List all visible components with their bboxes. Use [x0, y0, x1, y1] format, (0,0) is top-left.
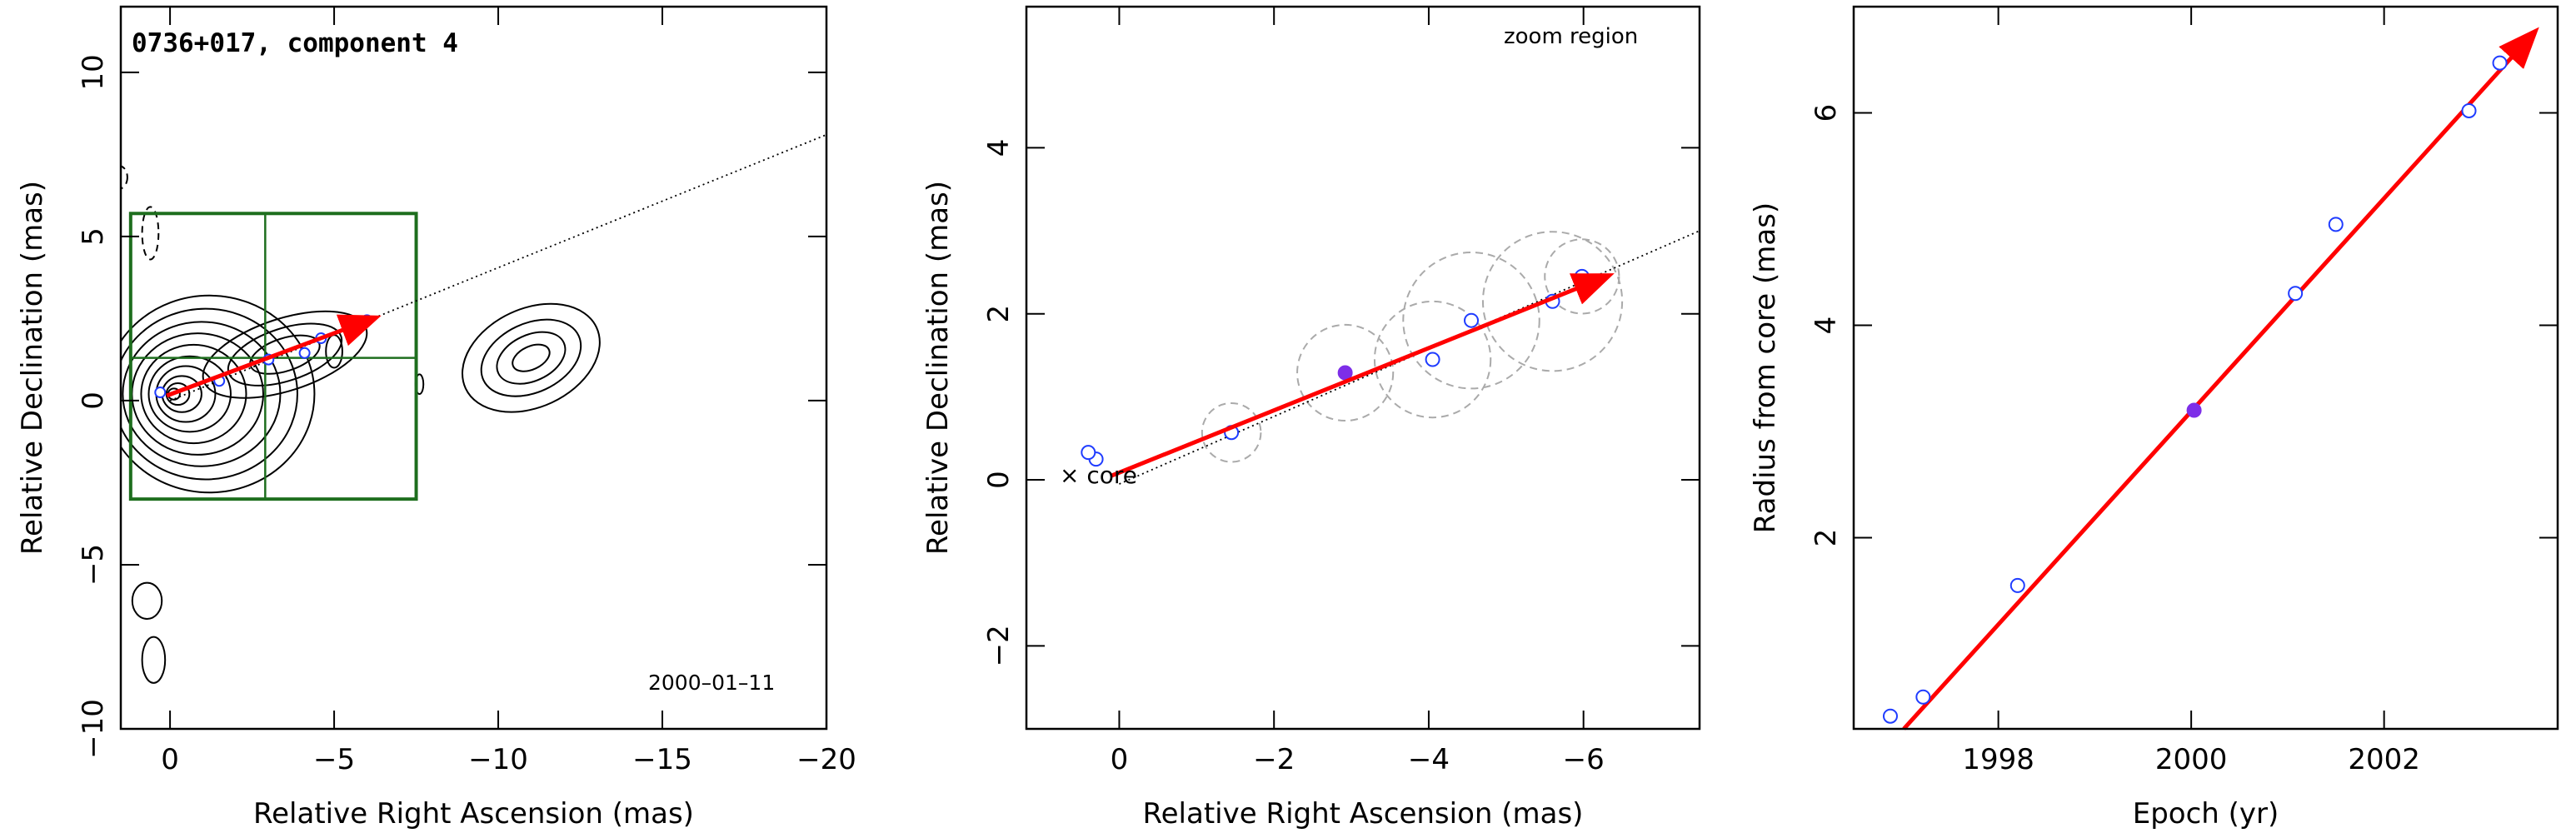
x-tick-label: −20 [796, 743, 856, 776]
filled-data-point [2186, 402, 2202, 418]
panel-1-title: 0736+017, component 4 [132, 28, 458, 58]
contour-map [121, 165, 601, 684]
component-size-circle [1296, 323, 1395, 422]
trajectory-line [169, 133, 827, 402]
negative-contour [141, 206, 160, 261]
data-point [298, 347, 311, 359]
x-axis-label: Relative Right Ascension (mas) [1143, 797, 1584, 831]
y-axis-label: Relative Declination (mas) [921, 181, 955, 555]
y-axis-label: Radius from core (mas) [1749, 202, 1782, 533]
fit-arrow [166, 314, 382, 398]
component-size-circle [1481, 231, 1624, 372]
contour-core [121, 294, 316, 494]
panel-3-axes: 1998 2000 2002 2 4 6 Epoch (yr) Radius from cor… [1749, 5, 2559, 831]
contour-jet [227, 322, 343, 387]
panel-2-zoom-plot: 0 −2 −4 −6 −2 0 2 4 Relative Right Ascension (ma… [921, 5, 1701, 831]
x-tick-label: −5 [313, 743, 355, 776]
y-tick-label: 2 [1810, 529, 1843, 547]
contour-core [147, 355, 232, 433]
x-axis-label: Relative Right Ascension (mas) [253, 797, 694, 831]
panel-1-frame [119, 5, 828, 731]
data-point [1425, 352, 1440, 367]
panel-2-frame [1025, 5, 1701, 731]
panel-2-axes: 0 −2 −4 −6 −2 0 2 4 Relative Right Ascension (ma… [921, 5, 1701, 831]
contour-outer-lobe [462, 302, 601, 413]
x-tick-label: 1998 [1962, 743, 2034, 776]
core-label: × core [1060, 461, 1137, 489]
data-point [1081, 445, 1096, 461]
data-point [1464, 312, 1480, 328]
y-tick-label: 0 [77, 392, 110, 410]
contour-outer-lobe [496, 331, 567, 385]
y-tick-label: 4 [1810, 317, 1843, 335]
panel-2-marks [1081, 230, 1700, 485]
component-size-circle [1544, 238, 1620, 315]
x-tick-label: −4 [1408, 743, 1450, 776]
contour-outer-lobe [480, 318, 582, 397]
x-tick-label: −15 [632, 743, 692, 776]
data-point [2328, 217, 2344, 232]
y-tick-label: −10 [77, 699, 110, 759]
contour-core [140, 343, 247, 445]
zoom-region-label: zoom region [1504, 24, 1638, 49]
x-tick-label: 2002 [2348, 743, 2420, 776]
component-size-circle [1373, 300, 1492, 419]
data-point [2288, 286, 2304, 302]
contour-outer-lobe [512, 343, 551, 372]
contour-core [131, 332, 264, 456]
contour-south [141, 636, 167, 684]
x-tick-label: −10 [468, 743, 528, 776]
data-point [2009, 577, 2025, 593]
panel-3-frame [1852, 5, 2559, 731]
x-tick-label: 0 [1111, 743, 1129, 776]
panel-3-radius-plot: 1998 2000 2002 2 4 6 Epoch (yr) Radius from cor… [1749, 5, 2559, 831]
panel-1-axes: 0 −5 −10 −15 −20 −10 −5 0 5 10 Relative Right Asce… [16, 5, 856, 831]
data-point [2461, 102, 2477, 118]
data-point [2492, 55, 2508, 71]
data-point [1574, 268, 1590, 284]
y-tick-label: 5 [77, 227, 110, 246]
data-point [1915, 689, 1931, 705]
panel-1-image-plot: 0 −5 −10 −15 −20 −10 −5 0 5 10 Relative Right Asce… [16, 5, 856, 831]
y-tick-label: 10 [77, 54, 110, 90]
component-size-circle [1402, 251, 1540, 390]
x-tick-label: 2000 [2155, 743, 2228, 776]
x-axis-label: Epoch (yr) [2133, 797, 2279, 831]
y-tick-label: 6 [1810, 104, 1843, 122]
y-tick-label: 4 [982, 139, 1016, 157]
y-axis-label: Relative Declination (mas) [16, 181, 49, 555]
y-tick-label: 0 [982, 471, 1016, 489]
y-tick-label: −2 [982, 625, 1016, 666]
x-tick-label: −2 [1253, 743, 1295, 776]
panel-1-date: 2000–01–11 [648, 671, 775, 695]
y-tick-label: 2 [982, 305, 1016, 323]
panel-3-marks [1882, 27, 2539, 731]
filled-data-point [1337, 365, 1353, 381]
zoom-box-rect [128, 212, 418, 501]
component-size-circle [1201, 402, 1262, 463]
panel-1-marks [154, 133, 827, 402]
y-tick-label: −5 [77, 544, 110, 586]
contour-south [131, 581, 163, 620]
fit-arrow [1111, 273, 1615, 478]
contour-small [325, 334, 343, 369]
data-point [154, 387, 167, 399]
x-tick-label: 0 [161, 743, 179, 776]
negative-contour [121, 165, 128, 190]
contour-core [121, 307, 298, 481]
data-point [1882, 708, 1898, 724]
contour-jet [202, 310, 368, 399]
fit-arrow [1902, 27, 2539, 731]
x-tick-label: −6 [1563, 743, 1605, 776]
